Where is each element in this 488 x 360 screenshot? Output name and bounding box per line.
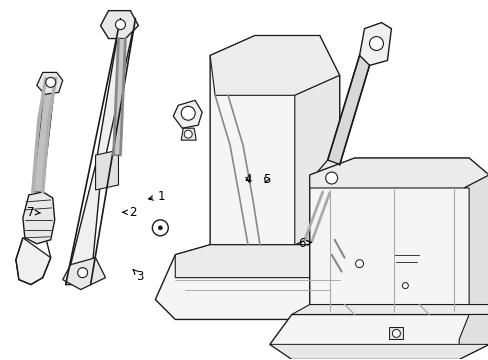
Polygon shape xyxy=(319,265,359,319)
Polygon shape xyxy=(304,192,329,242)
Circle shape xyxy=(152,220,168,236)
Polygon shape xyxy=(23,192,55,244)
Circle shape xyxy=(158,226,162,230)
Polygon shape xyxy=(181,128,196,140)
Text: 4: 4 xyxy=(244,173,252,186)
Text: 6: 6 xyxy=(297,237,311,250)
Polygon shape xyxy=(309,158,488,315)
Polygon shape xyxy=(173,100,202,128)
Polygon shape xyxy=(269,315,488,359)
Polygon shape xyxy=(175,245,359,278)
Circle shape xyxy=(402,283,407,289)
Polygon shape xyxy=(16,238,51,285)
Polygon shape xyxy=(294,75,339,245)
Circle shape xyxy=(115,20,125,30)
Polygon shape xyxy=(291,305,488,315)
Circle shape xyxy=(369,37,383,50)
Polygon shape xyxy=(113,39,125,155)
Polygon shape xyxy=(458,315,488,359)
Text: 7: 7 xyxy=(27,206,41,219)
Text: 5: 5 xyxy=(262,173,269,186)
Polygon shape xyxy=(155,245,359,319)
Circle shape xyxy=(392,329,400,337)
Polygon shape xyxy=(210,36,339,95)
Circle shape xyxy=(355,260,363,268)
Polygon shape xyxy=(309,158,488,188)
Polygon shape xyxy=(62,258,105,289)
Polygon shape xyxy=(331,240,344,272)
Text: 2: 2 xyxy=(122,206,136,219)
Circle shape xyxy=(46,77,56,87)
Polygon shape xyxy=(33,78,56,192)
Text: 3: 3 xyxy=(133,270,143,283)
Circle shape xyxy=(184,130,192,138)
Polygon shape xyxy=(65,19,135,285)
Circle shape xyxy=(78,268,87,278)
Circle shape xyxy=(181,106,195,120)
Polygon shape xyxy=(269,345,488,359)
Polygon shape xyxy=(359,23,390,66)
Polygon shape xyxy=(397,278,413,294)
Polygon shape xyxy=(101,11,138,39)
Circle shape xyxy=(325,172,337,184)
Polygon shape xyxy=(314,160,347,195)
Polygon shape xyxy=(95,150,118,190)
Polygon shape xyxy=(384,242,427,280)
Polygon shape xyxy=(37,72,62,94)
Polygon shape xyxy=(341,248,377,280)
Polygon shape xyxy=(388,328,403,339)
Polygon shape xyxy=(327,55,369,165)
Polygon shape xyxy=(463,175,488,315)
Polygon shape xyxy=(210,36,339,245)
Text: 1: 1 xyxy=(148,190,165,203)
